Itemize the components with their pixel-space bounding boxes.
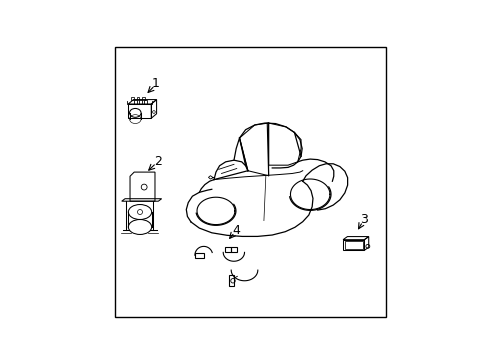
Bar [142,97,144,100]
Bar [139,100,142,104]
Text: 1: 1 [152,77,160,90]
Bar [128,104,151,118]
Bar [344,242,362,248]
Bar [144,100,147,104]
Bar [131,97,134,100]
Bar [231,247,236,252]
Text: 2: 2 [154,154,162,167]
Bar [229,275,233,286]
Bar [134,100,137,104]
Text: 3: 3 [359,213,367,226]
Text: 4: 4 [231,224,240,237]
Bar [224,247,231,252]
Bar [136,97,139,100]
Bar [195,253,203,258]
